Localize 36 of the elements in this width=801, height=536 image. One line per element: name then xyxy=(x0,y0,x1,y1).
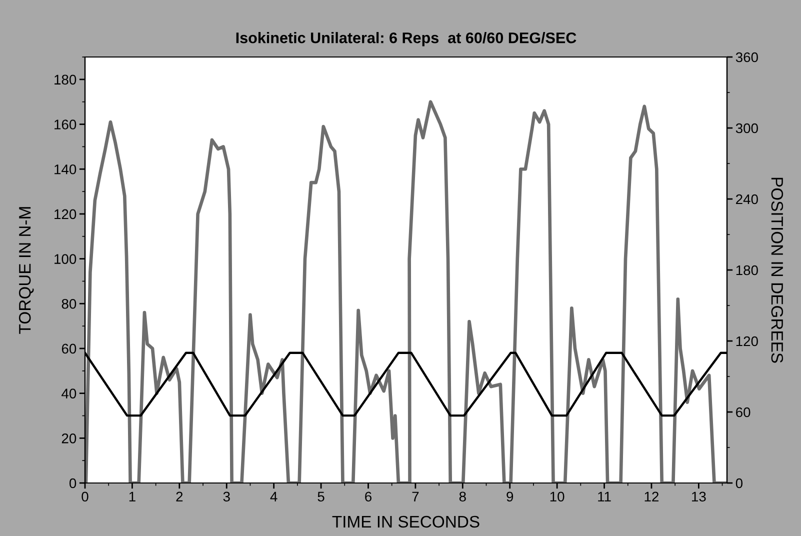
y2-tick-label: 60 xyxy=(736,407,750,418)
x-tick-label: 2 xyxy=(176,492,183,502)
x-tick-label: 4 xyxy=(270,492,278,502)
x-tick-label: 5 xyxy=(318,492,324,502)
y-tick-label: 0 xyxy=(69,478,76,488)
chart-title: Isokinetic Unilateral: 6 Reps at 60/60 DEG/SEC xyxy=(236,32,576,46)
x-tick-label: 3 xyxy=(223,492,230,502)
y2-tick-label: 180 xyxy=(736,265,758,276)
y2-tick-label: 120 xyxy=(736,336,758,346)
y-tick-label: 60 xyxy=(62,344,76,354)
y2-tick-label: 360 xyxy=(736,52,758,62)
y-tick-label: 20 xyxy=(62,433,76,444)
y-tick-label: 140 xyxy=(54,164,76,174)
x-tick-label: 13 xyxy=(692,492,706,502)
y-tick-label: 160 xyxy=(54,120,76,130)
y-tick-label: 40 xyxy=(62,388,76,398)
y-tick-label: 120 xyxy=(54,209,76,220)
x-tick-label: 11 xyxy=(598,492,611,502)
y-axis-title: TORQUE IN N-M xyxy=(18,207,34,334)
y2-tick-label: 240 xyxy=(736,194,758,204)
y-tick-label: 80 xyxy=(62,298,76,309)
x-tick-label: 6 xyxy=(365,492,372,502)
x-tick-label: 10 xyxy=(550,492,564,502)
y-tick-label: 100 xyxy=(54,254,76,264)
y-tick-label: 180 xyxy=(54,74,76,85)
x-tick-label: 1 xyxy=(129,492,136,502)
x-tick-label: 9 xyxy=(506,492,514,502)
x-tick-label: 8 xyxy=(459,492,466,502)
x-tick-label: 12 xyxy=(644,492,658,502)
x-axis-title: TIME IN SECONDS xyxy=(332,516,480,528)
x-tick-label: 0 xyxy=(82,492,88,502)
y2-axis-title: POSITION IN DEGREES xyxy=(771,178,784,363)
line-series xyxy=(85,100,727,483)
y2-tick-label: 300 xyxy=(736,123,758,134)
y2-tick-label: 0 xyxy=(736,478,743,488)
x-tick-label: 7 xyxy=(412,492,419,502)
